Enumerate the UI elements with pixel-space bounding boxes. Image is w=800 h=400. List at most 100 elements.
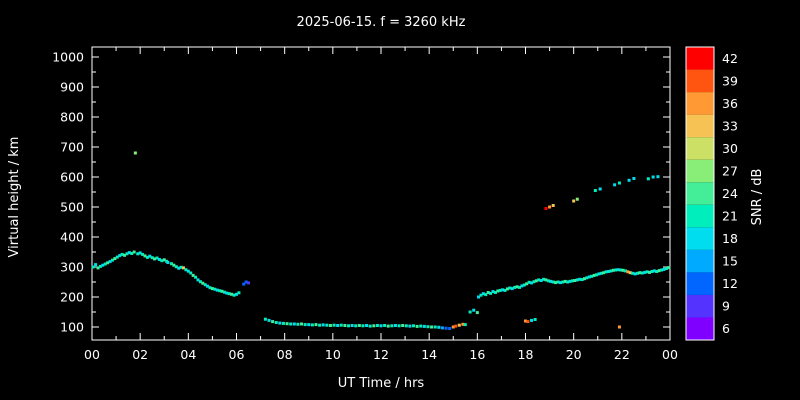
data-point	[561, 280, 565, 284]
data-point	[617, 181, 621, 185]
data-point	[457, 323, 461, 327]
data-point	[454, 324, 458, 328]
data-point	[430, 325, 434, 329]
data-point	[568, 279, 572, 283]
data-point	[522, 283, 526, 287]
data-point	[372, 324, 376, 328]
data-point	[433, 325, 437, 329]
data-point	[310, 323, 314, 327]
data-point	[635, 271, 639, 275]
data-point	[510, 287, 514, 291]
data-point	[274, 321, 278, 324]
data-point	[422, 324, 426, 328]
data-point	[486, 291, 490, 294]
data-point	[463, 323, 467, 327]
data-point	[160, 259, 164, 263]
x-tick-label: 18	[518, 347, 534, 362]
data-point	[179, 265, 183, 269]
data-point	[575, 197, 579, 201]
data-point	[215, 288, 219, 292]
y-tick-label: 700	[60, 140, 84, 155]
data-point	[632, 177, 636, 180]
colorbar-segment	[686, 159, 714, 183]
data-point	[633, 272, 637, 276]
data-point	[113, 257, 117, 261]
data-point	[613, 183, 617, 187]
x-tick-label: 16	[469, 347, 485, 362]
data-point	[404, 324, 408, 328]
data-point	[493, 291, 497, 294]
data-point	[448, 327, 452, 330]
data-point	[623, 269, 627, 273]
data-point	[267, 318, 271, 322]
y-tick-label: 400	[60, 230, 84, 245]
data-point	[477, 295, 481, 299]
data-point	[657, 269, 661, 273]
data-point	[537, 278, 541, 282]
data-point	[651, 175, 655, 179]
data-point	[614, 268, 618, 272]
data-point	[505, 287, 509, 291]
data-point	[401, 324, 405, 327]
x-tick-label: 22	[614, 347, 630, 362]
colorbar-segment	[686, 317, 714, 340]
data-point	[655, 270, 659, 273]
data-point	[184, 268, 188, 272]
colorbar-tick-label: 6	[722, 321, 730, 336]
data-point	[133, 151, 137, 155]
data-point	[169, 262, 173, 266]
data-point	[206, 284, 210, 288]
data-point	[242, 282, 246, 286]
data-point	[132, 250, 136, 254]
data-point	[203, 283, 207, 287]
data-point	[551, 280, 555, 284]
x-tick-label: 14	[421, 347, 437, 362]
data-point	[611, 268, 615, 272]
data-point	[386, 324, 390, 328]
data-point	[590, 274, 594, 278]
data-point	[103, 262, 107, 266]
data-point	[607, 270, 611, 273]
data-point	[530, 318, 534, 322]
colorbar-segment	[686, 294, 714, 318]
data-point	[667, 266, 671, 270]
data-point	[631, 271, 635, 275]
data-point	[546, 279, 550, 283]
data-point	[419, 324, 423, 328]
data-point	[303, 323, 307, 327]
data-point	[587, 275, 591, 279]
data-point	[357, 324, 361, 327]
data-point	[664, 267, 668, 270]
colorbar-segment	[686, 227, 714, 250]
x-tick-label: 02	[132, 347, 148, 362]
data-point	[127, 251, 131, 255]
data-point	[247, 281, 251, 285]
data-point	[542, 277, 546, 281]
y-tick-label: 900	[60, 80, 84, 95]
colorbar-segment	[686, 249, 714, 273]
data-point	[652, 269, 656, 273]
data-point	[182, 266, 186, 270]
y-tick-label: 800	[60, 110, 84, 125]
data-point	[141, 252, 145, 256]
data-point	[580, 278, 584, 282]
colorbar-tick-label: 24	[722, 186, 738, 201]
colorbar-tick-label: 9	[722, 299, 730, 314]
chart-title: 2025-06-15. f = 3260 kHz	[297, 15, 466, 30]
data-point	[481, 292, 485, 296]
data-point	[578, 277, 582, 281]
x-tick-label: 20	[566, 347, 582, 362]
x-axis-label: UT Time / hrs	[338, 376, 425, 391]
data-point	[118, 254, 122, 258]
data-point	[595, 273, 599, 277]
data-point	[318, 323, 322, 327]
data-point	[150, 256, 154, 260]
data-point	[479, 293, 483, 297]
data-point	[532, 280, 536, 284]
data-point	[157, 258, 161, 261]
data-point	[289, 322, 293, 326]
data-point	[525, 282, 529, 286]
data-point	[314, 323, 318, 327]
data-point	[575, 278, 579, 282]
x-tick-label: 08	[277, 347, 293, 362]
